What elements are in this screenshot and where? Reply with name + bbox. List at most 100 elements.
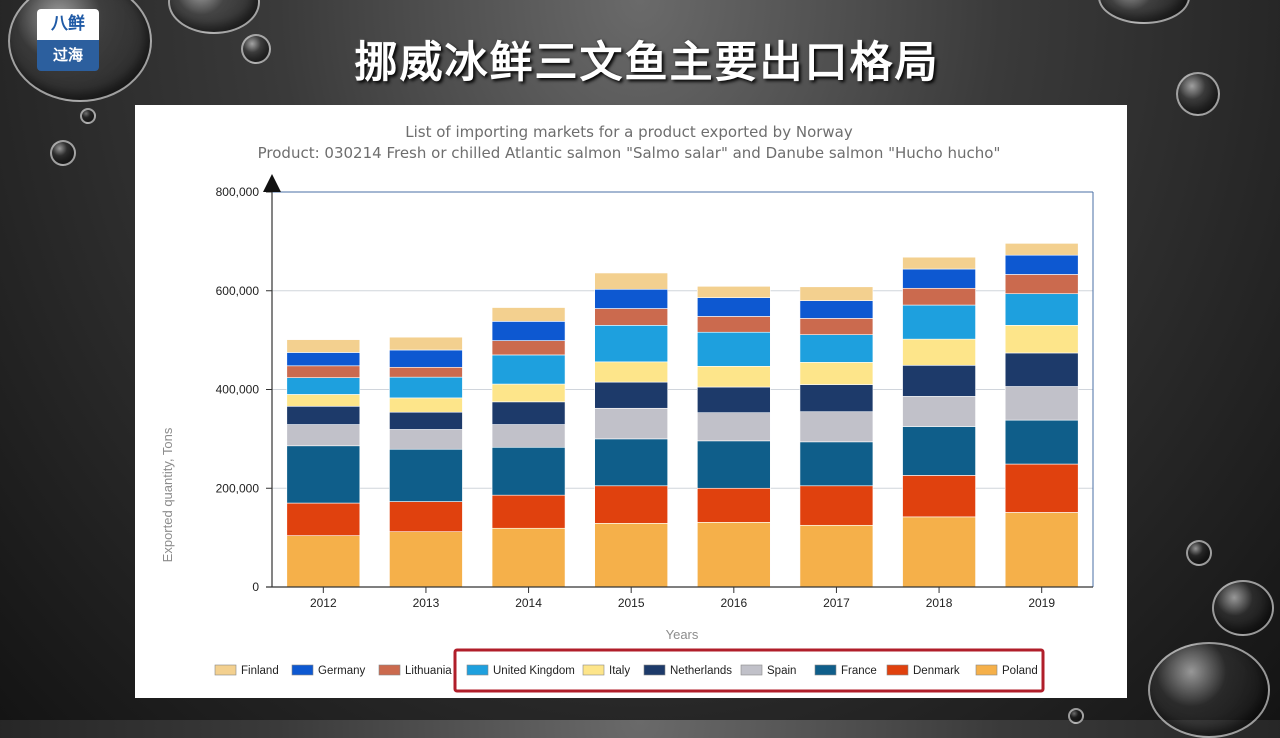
bar-segment-italy [491,383,566,403]
bar-segment-poland [286,535,361,588]
bar-segment-finland [799,286,874,301]
bar-segment-netherlands [697,386,771,414]
x-tick-label: 2016 [720,596,747,610]
x-tick-label: 2014 [515,596,542,610]
bar-segment-finland [286,339,361,353]
legend-swatch [214,664,237,676]
y-axis-arrow [263,174,281,192]
bar-segment-italy [1004,325,1079,354]
legend-label: Italy [609,665,630,677]
bar-segment-united-kingdom [1004,293,1079,326]
bar-segment-france [902,426,976,476]
water-drop-decoration [1068,708,1084,724]
bar-segment-poland [1004,512,1079,588]
chart-title: List of importing markets for a product … [405,123,853,141]
x-tick-label: 2017 [823,596,850,610]
bar-segment-france [389,448,463,502]
bar-segment-france [1004,419,1079,465]
x-axis-label: Years [666,627,699,642]
bar-segment-finland [697,286,771,298]
bars-layer [286,243,1079,588]
chart-panel: List of importing markets for a product … [135,105,1127,698]
logo-bottom-text: 过海 [37,40,99,71]
bar-segment-united-kingdom [697,331,771,367]
bar-segment-netherlands [594,381,668,409]
bar-segment-poland [799,524,874,588]
bar-segment-italy [799,362,874,385]
bar-segment-spain [594,407,668,440]
bar-segment-lithuania [799,318,874,335]
bar-segment-poland [389,531,463,588]
bar-segment-united-kingdom [594,325,668,363]
bar-segment-italy [902,338,976,366]
bar-segment-lithuania [491,340,566,356]
bar-segment-netherlands [389,411,463,430]
bar-segment-france [491,446,566,496]
bar-segment-united-kingdom [286,377,361,395]
legend-swatch [643,664,666,676]
legend-label: United Kingdom [493,665,575,677]
bar-segment-finland [1004,243,1079,256]
y-tick-label: 800,000 [216,185,260,199]
bar-segment-germany [594,288,668,309]
legend-highlight-box [453,648,1045,693]
bar-segment-france [594,438,668,487]
y-axis-label: Exported quantity, Tons [160,427,175,562]
bar-segment-germany [902,268,976,289]
legend-swatch [886,664,909,676]
bar-segment-france [799,441,874,487]
bar-segment-united-kingdom [902,304,976,340]
water-drop-decoration [241,34,271,64]
bar-segment-poland [491,527,566,588]
x-tick-label: 2018 [926,596,953,610]
bar-segment-denmark [697,487,771,523]
bar-segment-lithuania [902,287,976,306]
bar-segment-denmark [286,502,361,536]
bar-segment-denmark [799,485,874,526]
bar-segment-italy [594,361,668,383]
legend-label: Denmark [913,665,960,677]
legend-label: Spain [767,665,796,677]
bar-segment-germany [697,297,771,317]
bar-segment-france [697,440,771,489]
legend-label: Netherlands [670,665,732,677]
legend-label: Lithuania [405,665,452,677]
bar-segment-netherlands [286,405,361,425]
legend-swatch [740,664,763,676]
bar-segment-lithuania [1004,274,1079,295]
bar-segment-denmark [902,475,976,518]
bar-segment-lithuania [286,365,361,378]
bar-segment-germany [389,349,463,368]
water-drop-decoration [1212,580,1274,636]
bar-segment-spain [1004,386,1079,421]
bar-segment-netherlands [1004,352,1079,387]
y-tick-label: 600,000 [216,284,260,298]
water-drop-decoration [1186,540,1212,566]
bar-segment-netherlands [799,384,874,413]
legend-label: Germany [318,665,366,677]
water-drop-decoration [50,140,76,166]
legend-label: France [841,665,877,677]
bar-segment-germany [1004,254,1079,275]
bar-segment-finland [902,256,976,270]
water-drop-decoration [1176,72,1220,116]
legend-swatch [814,664,837,676]
legend-swatch [466,664,489,676]
bar-segment-spain [389,429,463,450]
bar-segment-france [286,445,361,504]
legend-swatch [378,664,401,676]
bar-segment-finland [594,272,668,290]
water-drop-decoration [1148,642,1270,738]
bar-segment-italy [286,394,361,407]
bar-segment-finland [389,336,463,351]
y-tick-label: 0 [252,580,259,594]
legend-label: Poland [1002,665,1038,677]
water-drop-decoration [80,108,96,124]
y-tick-label: 400,000 [216,383,260,397]
x-tick-label: 2013 [413,596,440,610]
x-tick-label: 2019 [1028,596,1055,610]
chart-subtitle: Product: 030214 Fresh or chilled Atlanti… [258,144,1001,162]
legend-swatch [291,664,314,676]
bar-segment-denmark [1004,463,1079,513]
bar-segment-netherlands [491,401,566,425]
